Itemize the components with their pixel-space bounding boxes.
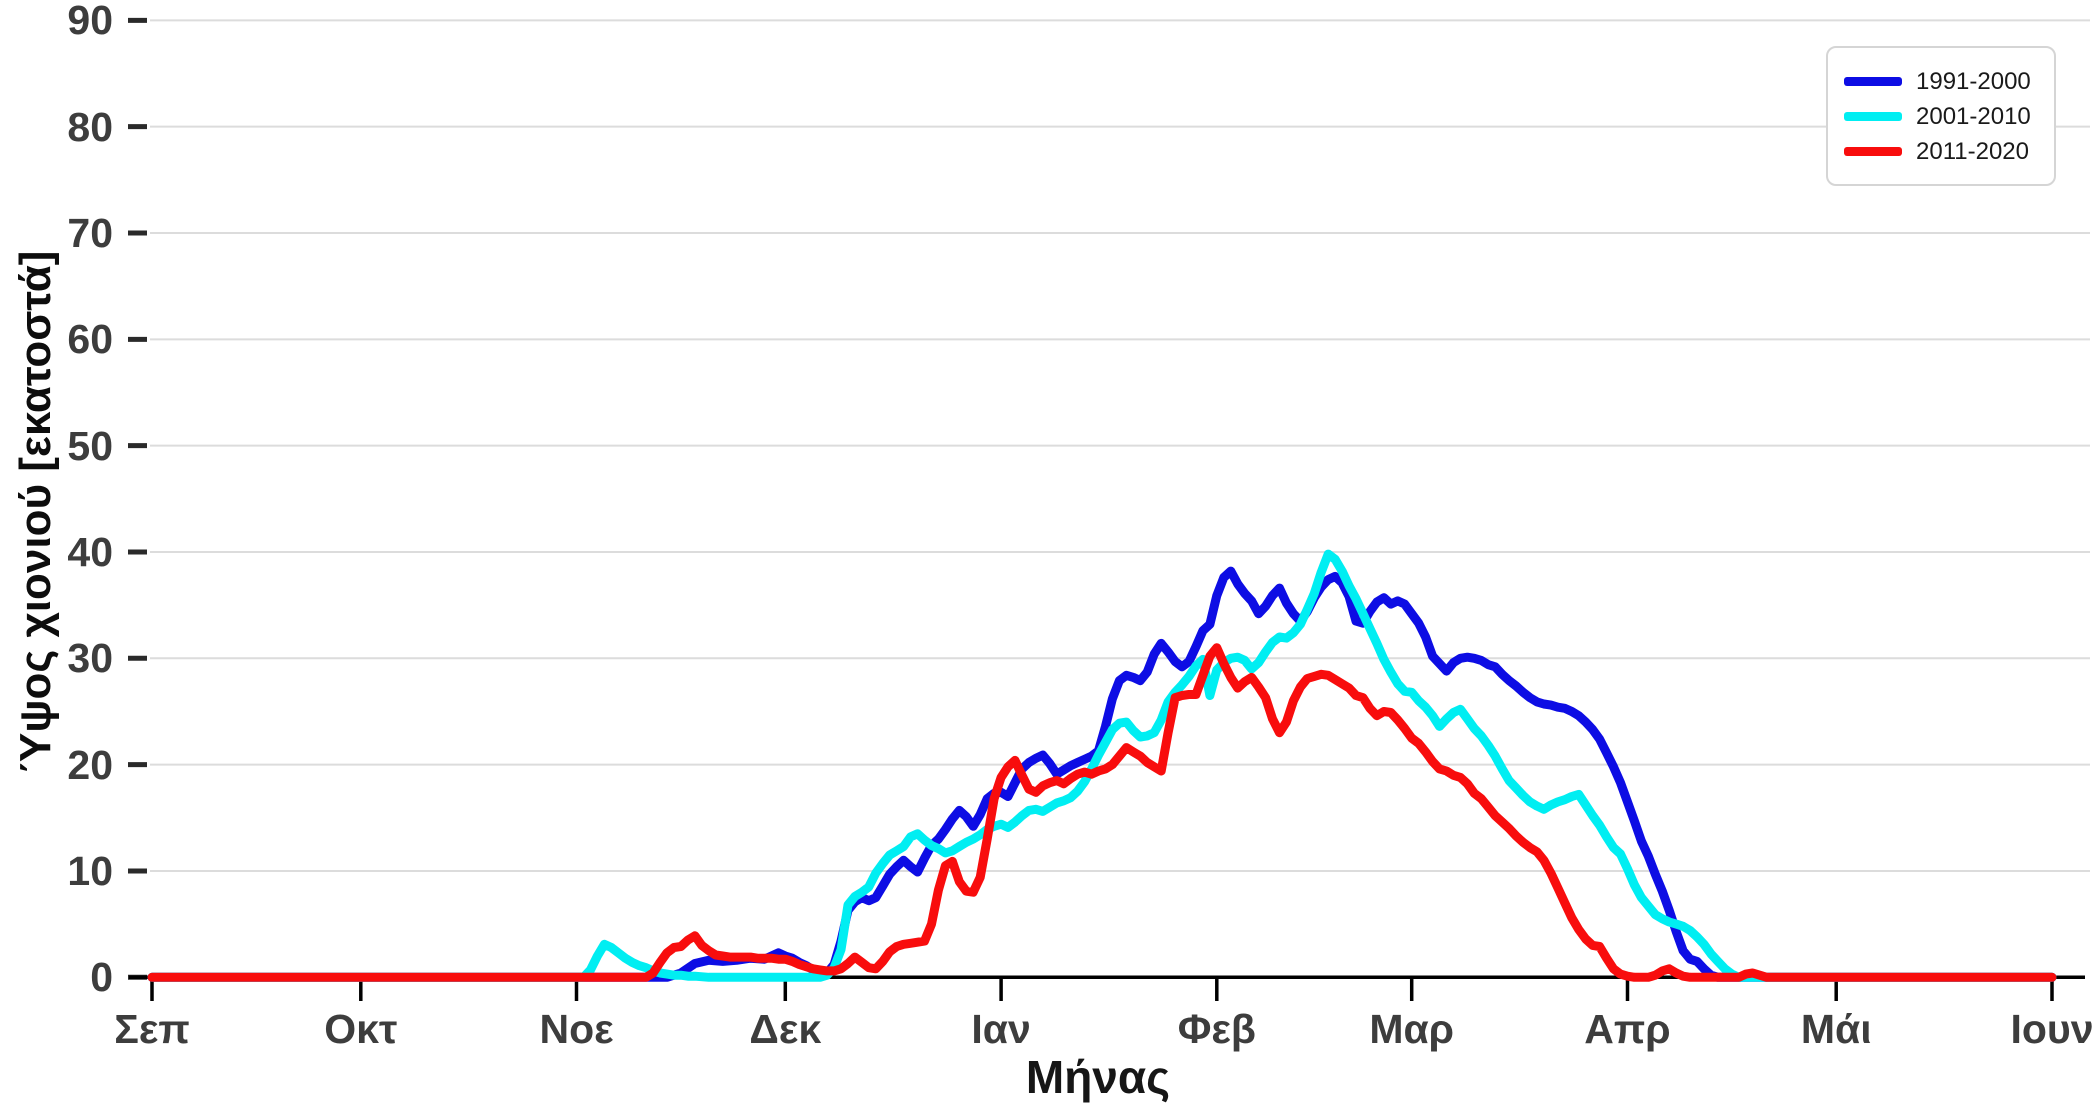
legend-swatch-red [1844,147,1902,156]
x-tick-label: Οκτ [324,1006,398,1052]
x-tick-label: Ιουν [2010,1006,2094,1052]
legend: 1991-2000 2001-2010 2011-2020 [1826,46,2056,186]
x-tick-label: Δεκ [749,1006,822,1052]
y-tick-label: 90 [67,0,113,44]
x-tick-label: Φεβ [1177,1006,1256,1052]
x-tick-label: Ιαν [971,1006,1031,1052]
legend-swatch-blue [1844,77,1902,86]
series-line-1991-2000 [147,566,2057,982]
y-tick-label: 80 [67,103,113,150]
x-axis-title: Μήνας [1025,1051,1171,1103]
x-tick-label: Νοε [539,1006,614,1052]
x-tick-label: Μάι [1800,1006,1872,1052]
y-tick-label: 20 [67,741,113,788]
legend-item-2001-2010: 2001-2010 [1844,99,2054,134]
legend-item-1991-2000: 1991-2000 [1844,64,2054,99]
y-axis-title: Ύψος χιονιού [εκατοστά] [11,250,60,774]
y-tick-label: 0 [90,954,113,1001]
y-tick-label: 40 [67,528,113,575]
x-tick-label: Απρ [1584,1006,1671,1052]
legend-item-2011-2020: 2011-2020 [1844,134,2054,169]
legend-label: 1991-2000 [1916,67,2031,95]
legend-label: 2011-2020 [1916,137,2029,165]
y-tick-label: 70 [67,209,113,256]
legend-label: 2001-2010 [1916,102,2031,130]
legend-swatch-cyan [1844,112,1902,121]
x-tick-label: Σεπ [114,1006,190,1052]
series-line-2011-2020 [147,643,2057,982]
y-tick-label: 10 [67,847,113,894]
y-tick-label: 60 [67,316,113,363]
x-tick-label: Μαρ [1369,1006,1455,1052]
y-tick-label: 30 [67,635,113,682]
y-tick-label: 50 [67,422,113,469]
series-line-2001-2010 [147,549,2057,982]
